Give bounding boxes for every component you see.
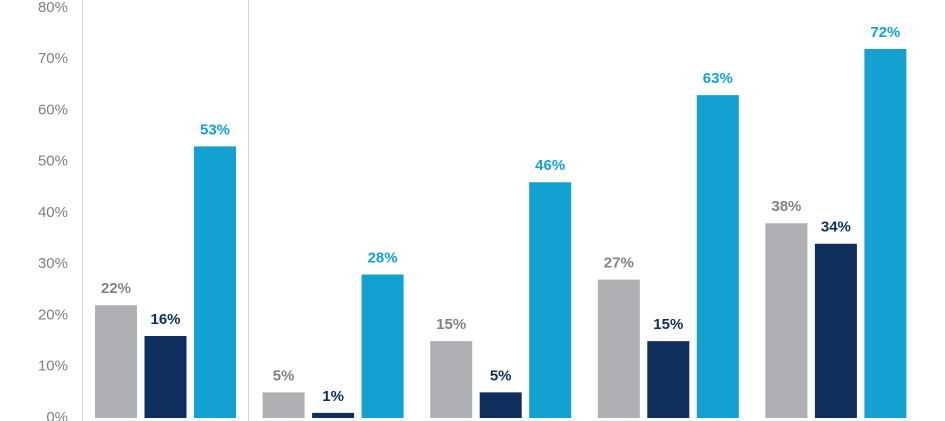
bar — [864, 49, 907, 418]
y-tick-label: 20% — [38, 306, 68, 323]
value-label: 15% — [653, 316, 683, 333]
value-label: 1% — [322, 388, 344, 405]
bar — [430, 341, 473, 418]
y-tick-label: 70% — [38, 50, 68, 67]
bar — [647, 341, 690, 418]
bar — [529, 182, 572, 418]
y-tick-label: 80% — [38, 0, 68, 16]
value-label: 16% — [150, 311, 180, 328]
bar — [312, 412, 355, 418]
bar — [479, 392, 522, 418]
value-label: 15% — [436, 316, 466, 333]
y-tick-label: 40% — [38, 204, 68, 221]
bar — [144, 336, 187, 418]
value-label: 27% — [604, 255, 634, 272]
value-label: 46% — [535, 157, 565, 174]
value-label: 28% — [368, 249, 398, 266]
bar — [262, 392, 305, 418]
bar — [361, 274, 404, 418]
value-label: 5% — [273, 367, 295, 384]
bar — [95, 305, 137, 418]
value-label: 63% — [703, 70, 733, 87]
y-tick-label: 30% — [38, 255, 68, 272]
value-label: 5% — [490, 367, 512, 384]
bar — [814, 243, 857, 418]
value-label: 22% — [101, 280, 131, 297]
y-tick-label: 10% — [38, 358, 68, 375]
value-label: 38% — [771, 198, 801, 215]
y-tick-label: 60% — [38, 101, 68, 118]
bar — [765, 223, 808, 418]
bar — [696, 95, 739, 418]
value-label: 53% — [200, 121, 230, 138]
value-label: 72% — [870, 24, 900, 41]
y-tick-label: 50% — [38, 153, 68, 170]
bar — [194, 146, 236, 418]
y-tick-label: 0% — [46, 409, 68, 421]
value-label: 34% — [821, 219, 851, 236]
bar — [597, 279, 640, 418]
